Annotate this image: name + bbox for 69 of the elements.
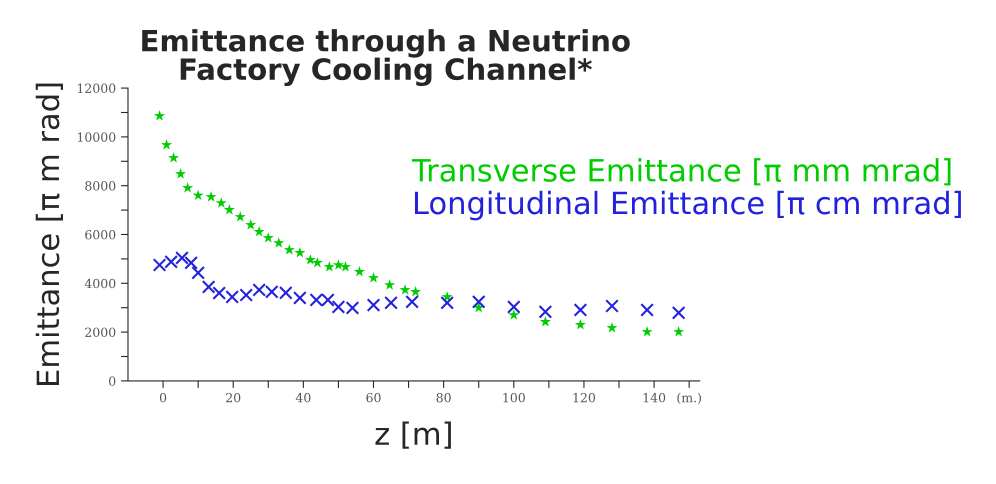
point [206, 191, 217, 202]
point [224, 204, 235, 215]
x-tick-label: 20 [226, 392, 240, 402]
y-tick-label: 6000 [85, 230, 116, 240]
point [284, 244, 295, 255]
point [506, 300, 521, 314]
point [184, 256, 198, 270]
x-tick-label: 0 [160, 392, 166, 402]
point [400, 284, 411, 295]
point [212, 286, 226, 300]
point [606, 322, 618, 333]
y-tick-label: 0 [109, 376, 116, 386]
x-tick-label: (m.) [677, 392, 701, 404]
point [154, 110, 166, 121]
chart-title: Emittance through a Neutrino Factory Cooling Channel* [142, 29, 630, 86]
point [234, 211, 246, 222]
x-tick-label: 60 [366, 392, 381, 402]
point [168, 152, 180, 163]
point [340, 261, 351, 272]
point [191, 266, 205, 280]
point [182, 182, 194, 193]
point [175, 168, 186, 179]
y-tick-label: 8000 [85, 181, 116, 191]
point [405, 294, 419, 309]
x-tick-label: 140 [644, 392, 666, 402]
point [574, 303, 588, 317]
point [672, 306, 686, 320]
point [472, 294, 486, 309]
point [384, 296, 398, 310]
text: Transverse Emittance [π mm mrad] [412, 158, 951, 186]
point [368, 272, 380, 283]
point [202, 280, 216, 294]
point [540, 316, 551, 327]
point [440, 296, 454, 310]
point [384, 279, 396, 290]
point [216, 197, 227, 208]
point [294, 246, 306, 258]
y-tick-label: 12000 [78, 84, 116, 94]
y-tick-label: 2000 [85, 328, 116, 338]
x-tick-label: 100 [503, 392, 525, 402]
point [508, 309, 520, 320]
point [410, 286, 422, 297]
point [245, 219, 256, 230]
point [642, 326, 653, 337]
point [324, 261, 335, 272]
y-tick-label: 10000 [78, 132, 116, 142]
point [192, 190, 204, 200]
x-tick-label: 80 [436, 392, 451, 402]
text: Longitudinal Emittance [π cm mrad] [414, 190, 961, 220]
point [538, 304, 552, 319]
point [366, 298, 380, 312]
x-axis-title: z [m] [375, 421, 451, 449]
y-tick-label: 4000 [84, 278, 116, 288]
point [304, 254, 316, 265]
point [262, 232, 274, 243]
x-tick-label: 120 [574, 392, 596, 402]
point [254, 226, 265, 237]
point [332, 259, 344, 270]
point [673, 326, 684, 337]
point [574, 318, 586, 330]
point [312, 256, 323, 268]
x-tick-label: 40 [296, 392, 310, 402]
point [292, 291, 307, 305]
y-axis-title: Emittance [π m rad] [36, 84, 63, 386]
point [354, 266, 365, 277]
point [605, 299, 619, 313]
point [161, 139, 172, 150]
point [273, 237, 284, 248]
point [640, 303, 654, 317]
